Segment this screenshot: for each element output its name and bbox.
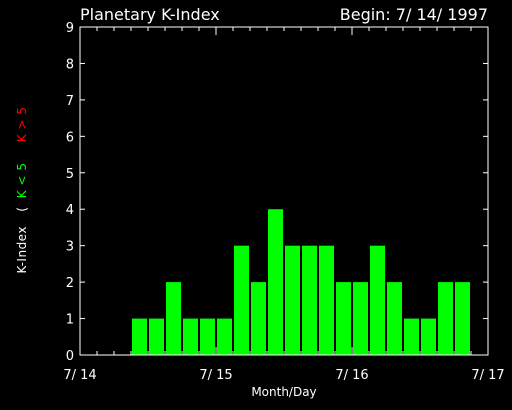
bar [370,245,385,355]
x-tick-label: 7/ 16 [335,368,368,383]
y-tick-label: 9 [66,21,74,36]
bar [200,318,215,355]
bar [455,282,470,355]
y-tick-label: 8 [66,57,74,72]
bar [132,318,147,355]
y-axis-label-open: ( [15,207,29,212]
bar [268,209,283,355]
bar [404,318,419,355]
bars [132,209,470,355]
y-tick-label: 2 [66,276,74,291]
x-tick-label: 7/ 17 [471,368,504,383]
y-tick-label: 0 [66,349,74,364]
y-tick-label: 5 [66,167,74,182]
chart-title: Planetary K-Index [80,5,220,24]
y-tick-label: 1 [66,313,74,328]
bar [421,318,436,355]
bar [251,282,266,355]
bar [149,318,164,355]
bar [438,282,453,355]
x-axis-ticks: 7/ 14 7/ 15 7/ 16 7/ 17 [63,27,505,383]
bar [183,318,198,355]
y-axis-label-low: K < 5 [15,163,29,199]
y-tick-label: 3 [66,240,74,255]
y-axis-label-prefix: K-Index [15,226,29,273]
y-tick-label: 7 [66,94,74,109]
bar [336,282,351,355]
bar [302,245,317,355]
y-tick-label: 4 [66,203,74,218]
x-tick-label: 7/ 14 [63,368,96,383]
bar [319,245,334,355]
bar [234,245,249,355]
y-tick-label: 6 [66,130,74,145]
bar [285,245,300,355]
y-axis-label: K-Index ( K < 5 K > 5 [15,106,29,273]
x-axis-label: Month/Day [251,385,316,399]
bar [353,282,368,355]
y-axis-label-text: K-Index ( K < 5 K > 5 [15,106,29,273]
y-axis-label-high: K > 5 [15,106,29,142]
bar [217,318,232,355]
bar [387,282,402,355]
chart-subtitle: Begin: 7/ 14/ 1997 [340,5,488,24]
x-tick-label: 7/ 15 [199,368,232,383]
bar [166,282,181,355]
y-axis-ticks: 0 1 2 3 4 5 6 7 8 9 [66,21,488,364]
